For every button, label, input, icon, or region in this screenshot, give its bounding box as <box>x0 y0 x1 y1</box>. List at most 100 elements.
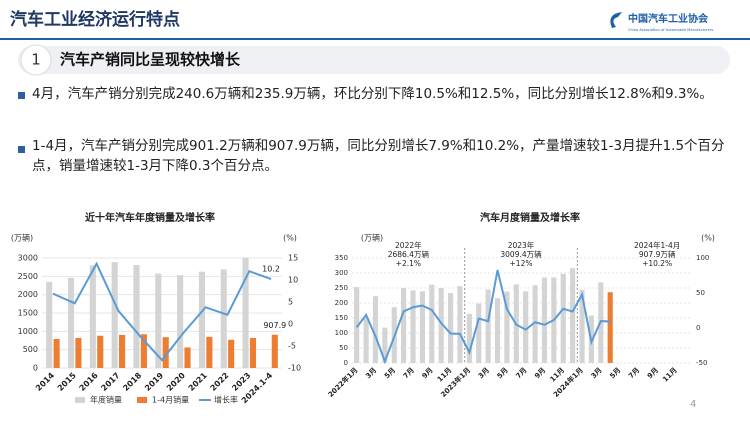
y-tick-label: 200 <box>335 299 348 307</box>
y-tick-label: 3000 <box>18 254 38 263</box>
bar <box>111 262 118 368</box>
section-band <box>18 46 730 74</box>
y2-tick-label: -50 <box>696 359 707 367</box>
annotation: 2024年1-4月 <box>634 240 680 250</box>
bar <box>97 335 104 368</box>
bar <box>382 327 388 363</box>
bar <box>466 313 472 363</box>
y-tick-label: 0 <box>33 364 38 373</box>
page-number: 4 <box>690 399 696 410</box>
bar <box>184 347 191 368</box>
bar <box>372 296 379 363</box>
bar <box>541 277 548 363</box>
bar <box>249 337 257 368</box>
bar <box>198 271 205 368</box>
y2-tick-label: -5 <box>288 342 296 351</box>
bar <box>485 289 491 363</box>
chart-title: 近十年汽车年度销量及增长率 <box>85 211 215 224</box>
bar <box>438 288 444 363</box>
y-tick-label: 1500 <box>18 309 38 318</box>
legend-label: 增长率 <box>214 395 238 405</box>
line <box>52 261 272 362</box>
line <box>355 269 611 365</box>
annotation: 3009.4万辆 <box>500 249 542 259</box>
bullet: 4月，汽车产销分别完成240.6万辆和235.9万辆，环比分别下降10.5%和1… <box>32 86 713 102</box>
bar <box>429 284 435 363</box>
header-title: 汽车工业经济运行特点 <box>10 9 180 30</box>
bar <box>410 290 416 363</box>
y2-tick-label: -10 <box>288 364 301 373</box>
y2-tick-label: 15 <box>288 254 298 263</box>
bullet: 1-4月，汽车产销分别完成901.2万辆和907.9万辆，同比分别增长7.9%和… <box>32 138 725 174</box>
annotation: +12% <box>510 259 533 268</box>
bar <box>133 265 140 368</box>
bar <box>220 269 227 368</box>
y-tick-label: 50 <box>339 344 348 352</box>
annotation: 2023年 <box>508 240 535 250</box>
y2-axis-label: (%) <box>283 234 297 243</box>
legend-swatch <box>137 397 147 403</box>
section-number: 1 <box>31 51 41 69</box>
bar <box>570 268 576 363</box>
bar <box>532 285 538 363</box>
y-tick-label: 300 <box>335 269 348 277</box>
chart-title: 汽车月度销量及增长率 <box>480 211 580 224</box>
bar <box>242 257 249 368</box>
bar <box>75 337 82 368</box>
annotation: 2022年 <box>395 240 422 250</box>
logo-text: 中国汽车工业协会 <box>628 12 708 25</box>
bar <box>177 275 184 368</box>
legend-swatch <box>75 397 85 403</box>
bullet-mark <box>18 92 25 99</box>
y2-axis-label: (%) <box>701 234 715 243</box>
y2-tick-label: 10 <box>288 276 298 285</box>
y-tick-label: 2500 <box>18 272 38 281</box>
bar <box>448 293 454 363</box>
y2-tick-label: 0 <box>288 320 293 329</box>
bar <box>363 318 369 363</box>
bar <box>419 291 425 363</box>
section-title: 汽车产销同比呈现较快增长 <box>60 51 241 69</box>
annotation: +2.1% <box>396 259 421 268</box>
bar <box>46 281 53 368</box>
bar <box>119 335 126 368</box>
logo-en: China Association of Automobile Manufact… <box>628 28 713 32</box>
y-tick-label: 0 <box>344 359 348 367</box>
y-tick-label: 500 <box>23 345 38 354</box>
bar <box>206 336 213 368</box>
bullet-mark <box>18 146 25 153</box>
data-label: 10.2 <box>262 265 280 274</box>
y-tick-label: 350 <box>335 254 348 262</box>
annotation: 907.9万辆 <box>639 249 676 259</box>
bar <box>67 277 75 368</box>
bar <box>504 291 510 363</box>
bar <box>89 265 96 368</box>
bar <box>476 303 482 363</box>
bar <box>354 287 360 363</box>
y-tick-label: 1000 <box>18 327 38 336</box>
bar <box>401 288 407 363</box>
legend-label: 1-4月销量 <box>152 395 189 405</box>
bar <box>607 292 613 363</box>
bar <box>560 273 566 363</box>
legend-label: 年度销量 <box>90 395 122 405</box>
bar <box>228 339 235 368</box>
y-tick-label: 2000 <box>18 290 38 299</box>
y-tick-label: 150 <box>335 314 348 322</box>
section-badge <box>20 44 52 76</box>
bar <box>53 339 60 368</box>
logo-icon <box>610 12 622 28</box>
bar <box>494 298 501 363</box>
data-label: 907.9 <box>263 321 286 330</box>
y-axis-label: (万辆) <box>11 233 33 243</box>
y2-tick-label: 5 <box>288 298 293 307</box>
bullets-box: 4月，汽车产销分别完成240.6万辆和235.9万辆，环比分别下降10.5%和1… <box>32 86 725 174</box>
y-tick-label: 100 <box>335 329 348 337</box>
y-tick-label: 250 <box>335 284 348 292</box>
bar <box>140 334 147 368</box>
y2-tick-label: 0 <box>696 324 700 332</box>
y2-tick-label: 50 <box>696 289 705 297</box>
bar <box>457 286 463 363</box>
